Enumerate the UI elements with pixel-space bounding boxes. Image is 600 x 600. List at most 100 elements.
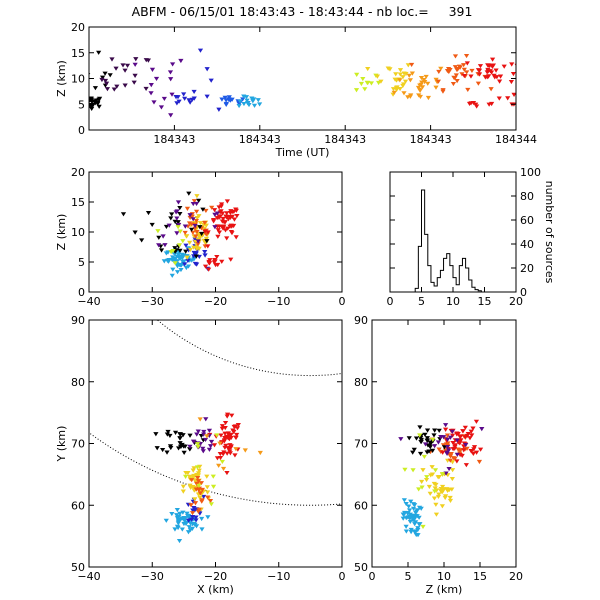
source-point bbox=[443, 427, 449, 432]
source-point bbox=[187, 483, 193, 488]
source-point bbox=[175, 200, 182, 205]
source-point bbox=[155, 229, 161, 234]
source-point bbox=[390, 87, 397, 92]
source-point bbox=[257, 450, 263, 456]
source-point bbox=[212, 225, 218, 230]
source-point bbox=[197, 491, 203, 496]
x-tick-label: 184344 bbox=[495, 133, 537, 146]
source-point bbox=[402, 467, 408, 472]
source-point bbox=[461, 67, 467, 72]
source-point bbox=[201, 429, 207, 435]
source-point bbox=[175, 518, 181, 523]
source-point bbox=[417, 451, 424, 457]
source-point bbox=[241, 94, 247, 99]
source-point bbox=[96, 50, 102, 55]
source-point bbox=[194, 432, 200, 437]
source-point bbox=[172, 261, 178, 266]
source-point bbox=[439, 490, 445, 495]
source-point bbox=[417, 425, 423, 430]
source-point bbox=[120, 63, 126, 68]
source-point bbox=[109, 57, 115, 62]
x-tick-label: 20 bbox=[509, 295, 523, 308]
source-point bbox=[195, 429, 201, 434]
source-point bbox=[246, 103, 252, 108]
source-point bbox=[191, 96, 197, 101]
x-tick-label: −40 bbox=[77, 570, 100, 583]
source-point bbox=[397, 78, 403, 83]
source-point bbox=[176, 243, 183, 248]
source-point bbox=[216, 107, 222, 112]
source-point bbox=[431, 496, 438, 501]
source-point bbox=[421, 454, 427, 460]
source-point bbox=[401, 82, 407, 87]
y-axis-label: Z (km) bbox=[55, 214, 68, 251]
source-point bbox=[473, 450, 480, 455]
source-point bbox=[494, 75, 500, 80]
source-point bbox=[412, 503, 418, 508]
source-point bbox=[428, 441, 434, 446]
source-point bbox=[214, 433, 220, 438]
source-point bbox=[422, 432, 428, 437]
source-point bbox=[169, 212, 175, 217]
x-tick-label: −40 bbox=[77, 295, 100, 308]
source-point bbox=[102, 78, 109, 84]
source-point bbox=[401, 91, 407, 96]
source-point bbox=[231, 429, 237, 434]
source-point bbox=[174, 231, 180, 236]
x-tick-label: 5 bbox=[418, 295, 425, 308]
source-point bbox=[477, 64, 484, 69]
source-point bbox=[179, 527, 185, 532]
source-point bbox=[445, 66, 452, 72]
source-point bbox=[174, 270, 181, 275]
source-point bbox=[190, 468, 196, 473]
source-point bbox=[176, 514, 182, 519]
x-axis-label: Z (km) bbox=[426, 583, 463, 596]
source-point bbox=[180, 239, 186, 244]
source-point bbox=[387, 67, 393, 72]
source-point bbox=[177, 436, 183, 441]
source-point bbox=[464, 433, 470, 439]
source-point bbox=[441, 445, 448, 450]
source-point bbox=[229, 214, 235, 219]
source-point bbox=[205, 515, 211, 520]
source-point bbox=[433, 502, 439, 507]
source-point bbox=[160, 447, 166, 453]
source-point bbox=[197, 495, 203, 501]
source-point bbox=[435, 494, 442, 500]
source-point bbox=[195, 444, 201, 450]
source-point bbox=[188, 503, 194, 508]
source-point bbox=[192, 474, 198, 479]
source-point bbox=[400, 75, 406, 80]
source-point bbox=[435, 79, 441, 84]
source-point bbox=[505, 96, 511, 101]
source-point bbox=[432, 468, 439, 473]
source-point bbox=[476, 72, 483, 77]
source-point bbox=[453, 73, 459, 78]
source-point bbox=[417, 94, 424, 100]
source-point bbox=[182, 262, 188, 267]
source-point bbox=[195, 442, 201, 447]
source-point bbox=[496, 96, 502, 101]
x-tick-label: 5 bbox=[405, 570, 412, 583]
source-point bbox=[204, 94, 210, 99]
source-point bbox=[468, 449, 474, 454]
source-point bbox=[178, 255, 184, 260]
source-point bbox=[438, 486, 444, 492]
source-point bbox=[454, 431, 460, 436]
y-tick-label: 5 bbox=[78, 98, 85, 111]
source-point bbox=[438, 66, 444, 71]
source-point bbox=[195, 242, 201, 247]
source-point bbox=[439, 504, 445, 509]
source-point bbox=[219, 219, 225, 224]
source-point bbox=[493, 68, 499, 73]
source-point bbox=[362, 87, 368, 92]
source-point bbox=[423, 74, 429, 80]
source-point bbox=[433, 85, 439, 90]
source-point bbox=[220, 466, 227, 472]
source-point bbox=[227, 443, 233, 448]
source-point bbox=[511, 92, 516, 97]
source-point bbox=[212, 257, 218, 263]
source-point bbox=[229, 97, 235, 102]
source-point bbox=[454, 79, 460, 84]
